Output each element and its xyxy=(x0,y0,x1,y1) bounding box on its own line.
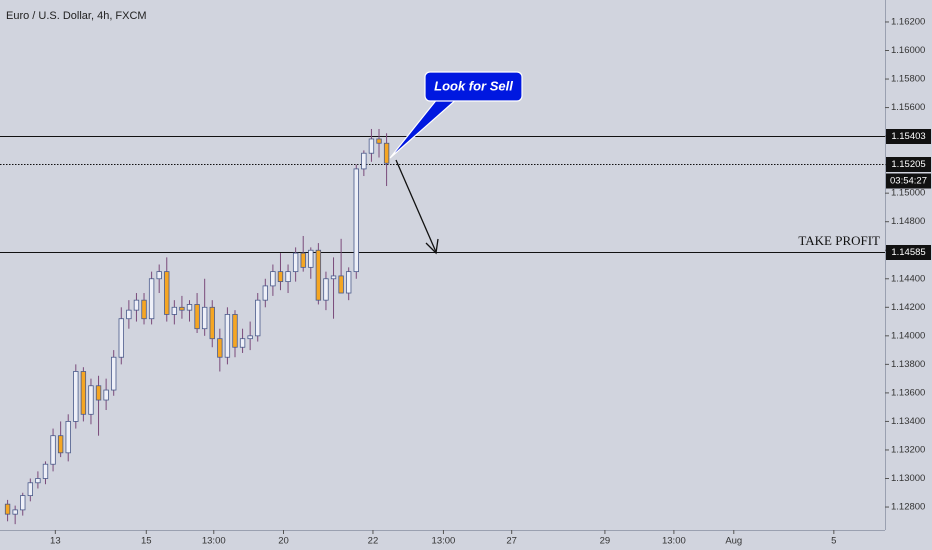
candle-body xyxy=(346,271,352,294)
y-tick-label: 1.15000 xyxy=(891,188,925,199)
candle-body xyxy=(42,463,49,479)
candle-body xyxy=(308,249,314,268)
candle-body xyxy=(330,275,337,280)
candle-body xyxy=(353,168,359,273)
candle-body xyxy=(368,138,375,154)
y-tick-label: 1.16000 xyxy=(891,45,925,56)
y-tick-label: 1.12800 xyxy=(891,502,925,513)
candle-body xyxy=(217,338,223,358)
candle-body xyxy=(141,299,147,320)
candle-body xyxy=(383,142,390,164)
candle-body xyxy=(80,371,87,415)
candle-body xyxy=(262,285,268,301)
chart-title: Euro / U.S. Dollar, 4h, FXCM xyxy=(6,10,147,22)
arrow xyxy=(395,159,437,253)
x-tick-label: 13 xyxy=(50,536,61,547)
candle-body xyxy=(270,271,276,287)
y-tick-label: 1.13600 xyxy=(891,387,925,398)
callout-text: Look for Sell xyxy=(434,78,513,93)
level-label: 1.15205 xyxy=(891,159,925,170)
level-label: 1.14585 xyxy=(891,247,925,258)
y-tick-label: 1.16200 xyxy=(891,16,925,27)
y-tick-label: 1.13000 xyxy=(891,473,925,484)
callout-box xyxy=(424,71,523,102)
candle-body xyxy=(4,503,11,515)
level-label: 1.15403 xyxy=(891,131,925,142)
candle-body xyxy=(111,356,117,391)
candle-body xyxy=(50,435,56,465)
x-tick-label: 27 xyxy=(506,536,517,547)
candle-body xyxy=(95,385,102,401)
y-tick-label: 1.13800 xyxy=(891,359,925,370)
candle-body xyxy=(179,306,185,311)
candle-body xyxy=(20,495,26,511)
candle-body xyxy=(148,278,155,320)
candle-body xyxy=(292,252,299,273)
candle-body xyxy=(164,271,170,315)
level-label-box xyxy=(886,245,931,260)
x-tick-label: 5 xyxy=(831,536,836,547)
countdown: 03:54:27 xyxy=(890,176,927,187)
candle-body xyxy=(35,478,41,484)
x-tick-label: 13:00 xyxy=(662,536,686,547)
y-tick-label: 1.14800 xyxy=(891,216,925,227)
candle-body xyxy=(277,271,284,283)
candle-body xyxy=(12,509,18,515)
y-tick-label: 1.14400 xyxy=(891,273,925,284)
candle-body xyxy=(126,309,132,320)
candle-body xyxy=(247,335,253,340)
x-tick-label: Aug xyxy=(725,536,742,547)
level-label-box xyxy=(886,129,931,144)
candle-body xyxy=(171,306,178,315)
y-tick-label: 1.15800 xyxy=(891,74,925,85)
candle-body xyxy=(65,421,71,454)
candle-body xyxy=(156,271,162,280)
candle-body xyxy=(118,318,124,358)
y-tick-label: 1.13200 xyxy=(891,444,925,455)
candle-body xyxy=(209,306,215,340)
x-tick-label: 29 xyxy=(600,536,611,547)
arrow-head xyxy=(425,238,439,255)
candle-body xyxy=(57,435,64,454)
take-profit-label: TAKE PROFIT xyxy=(798,233,880,248)
candle-body xyxy=(88,385,94,415)
y-tick-label: 1.13400 xyxy=(891,416,925,427)
x-tick-label: 13:00 xyxy=(432,536,456,547)
callout-joint xyxy=(436,96,460,100)
x-tick-label: 20 xyxy=(278,536,289,547)
candle-body xyxy=(338,275,344,294)
candle-body xyxy=(133,299,140,311)
candle-body xyxy=(285,271,291,283)
candle-body xyxy=(361,152,367,170)
x-tick-label: 22 xyxy=(368,536,379,547)
x-tick-label: 15 xyxy=(141,536,152,547)
plot-area xyxy=(0,128,885,525)
candle-body xyxy=(239,338,246,348)
y-tick-label: 1.15600 xyxy=(891,102,925,113)
candle-body xyxy=(323,278,329,301)
candle-body xyxy=(194,304,200,330)
x-tick-label: 13:00 xyxy=(202,536,226,547)
candle-body xyxy=(376,138,382,144)
countdown-box xyxy=(886,173,931,189)
candle-body xyxy=(315,249,322,301)
candle-body xyxy=(201,306,208,330)
y-tick-label: 1.14200 xyxy=(891,302,925,313)
candle-body xyxy=(255,299,261,337)
level-label-box xyxy=(886,157,931,172)
candle-body xyxy=(27,482,33,497)
candle-body xyxy=(300,252,306,268)
candle-body xyxy=(103,389,109,401)
y-tick-label: 1.14000 xyxy=(891,330,925,341)
candle-body xyxy=(186,304,193,311)
candle-body xyxy=(232,314,238,348)
candle-body xyxy=(224,314,231,358)
candle-body xyxy=(73,371,79,422)
